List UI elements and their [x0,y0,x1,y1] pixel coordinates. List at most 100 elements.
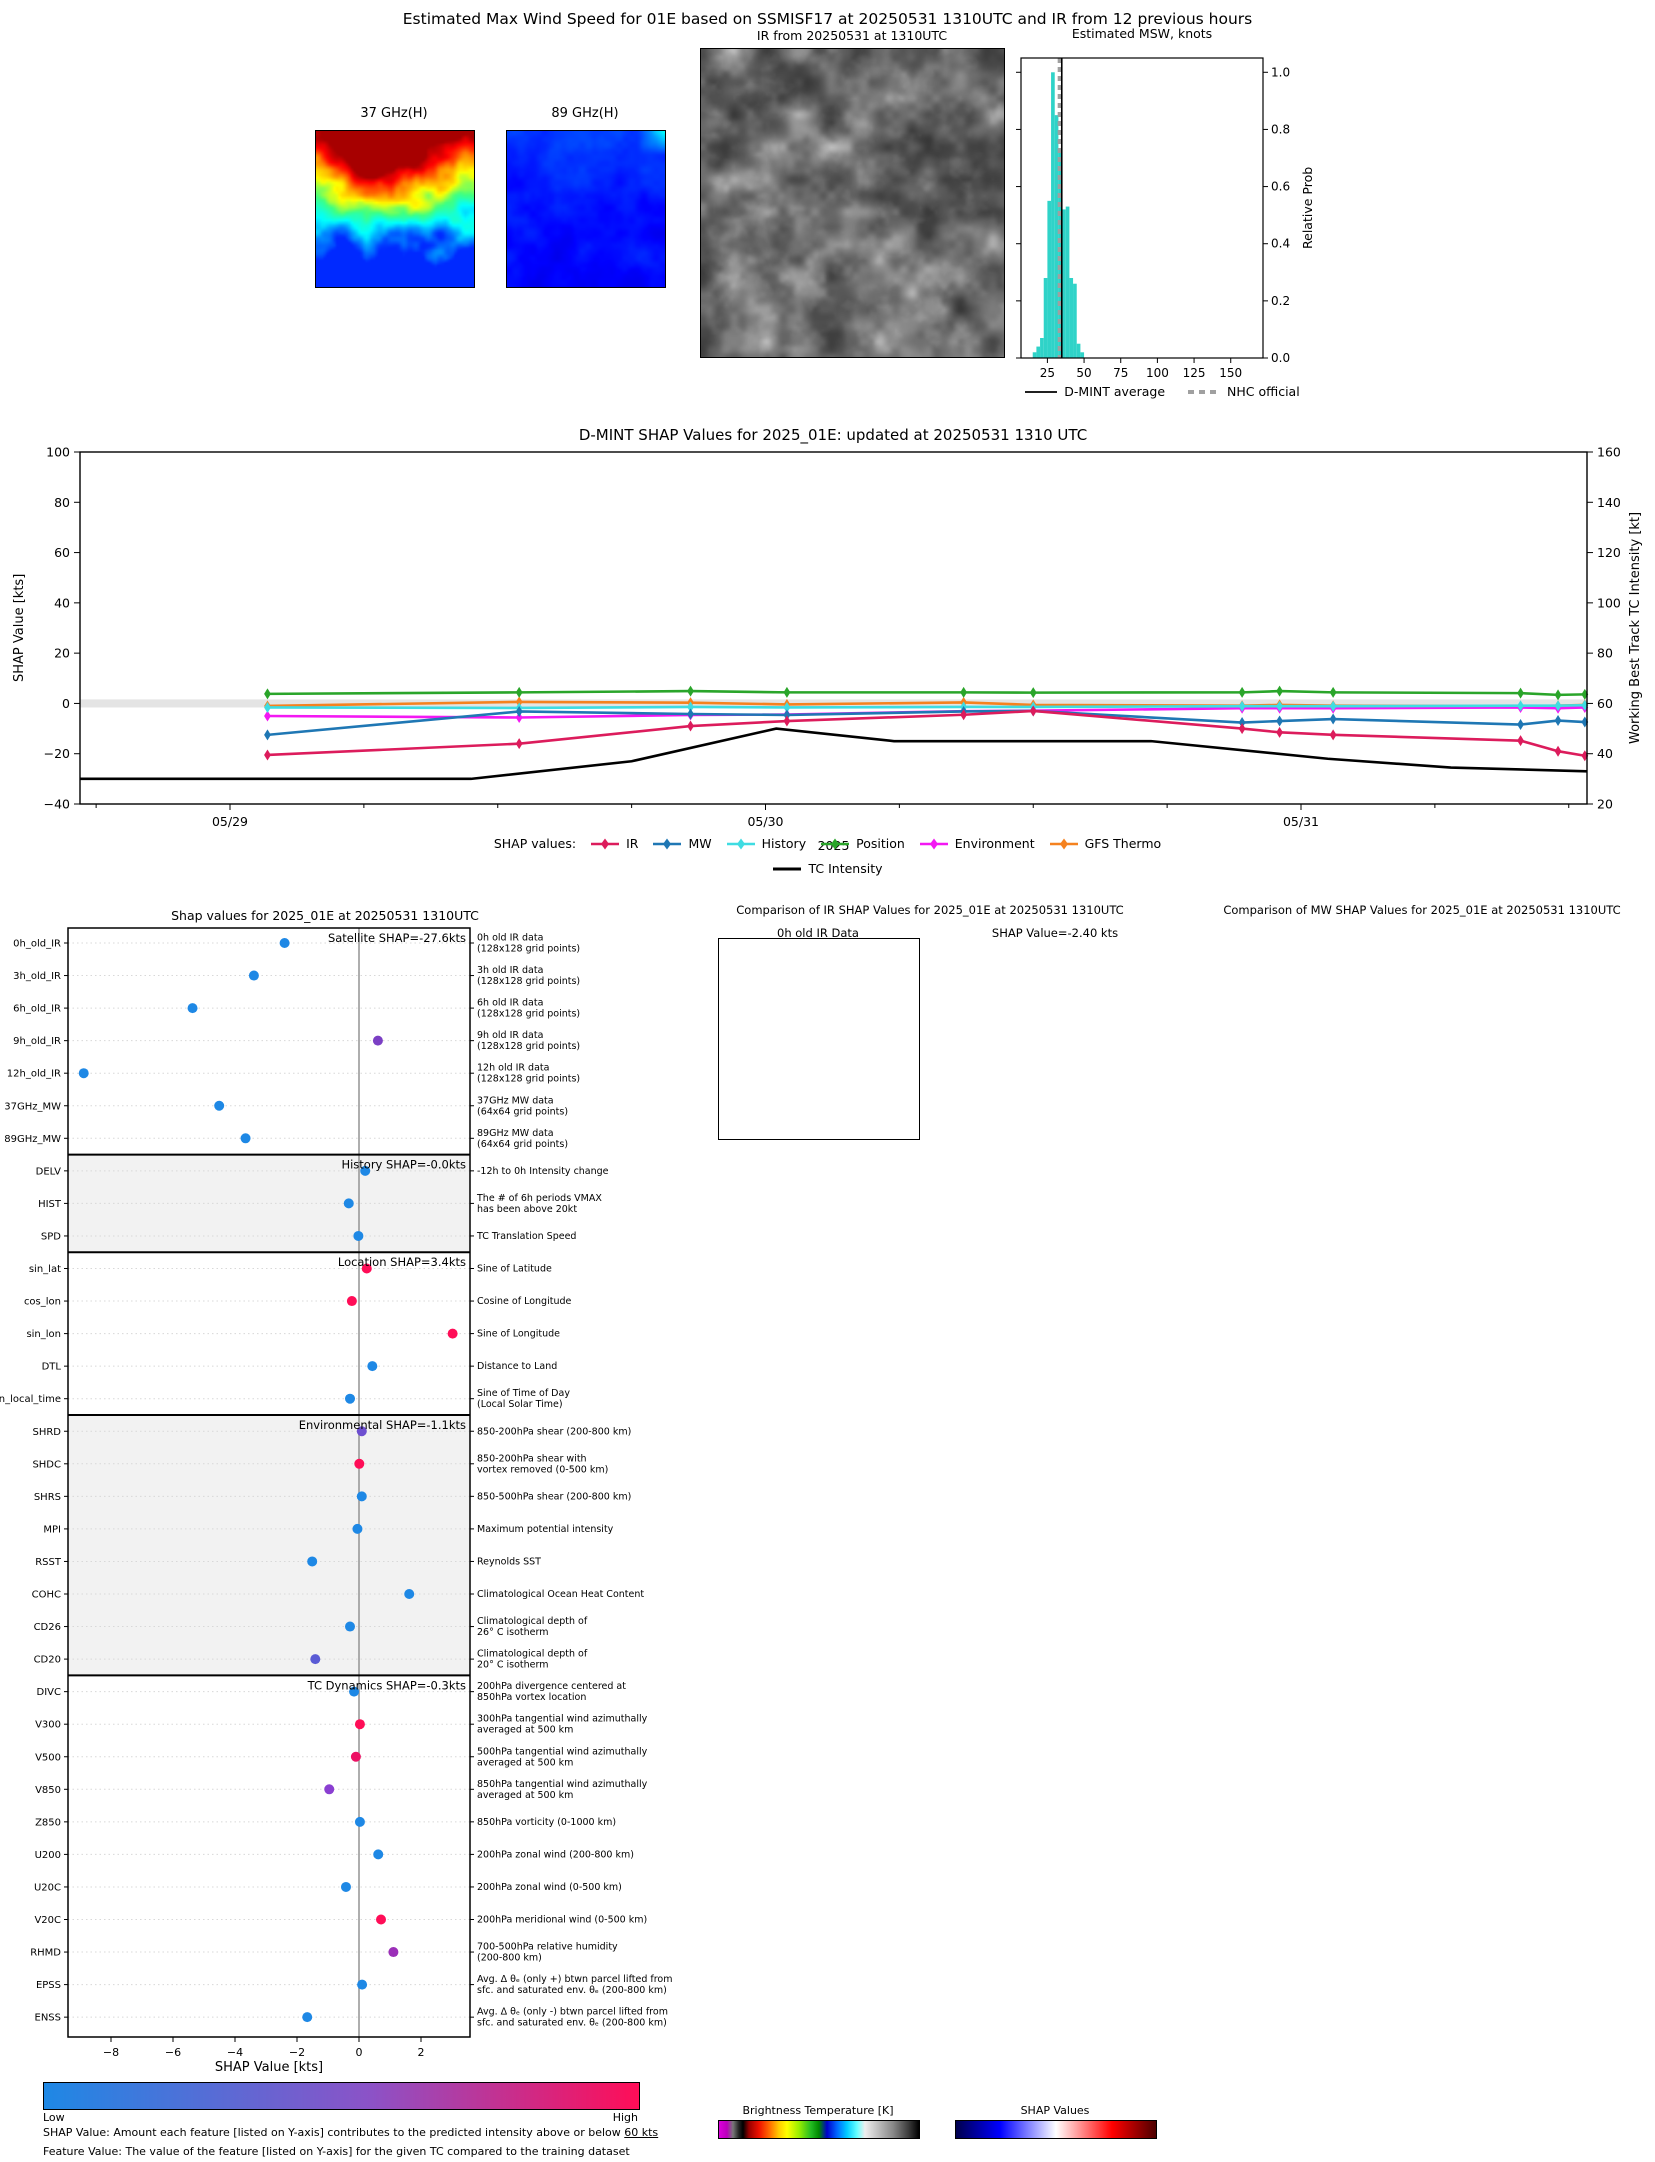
timeseries-legend-title: SHAP values: [493,836,577,851]
svg-text:Sine of Latitude: Sine of Latitude [477,1264,552,1275]
svg-text:Z850: Z850 [35,1817,61,1828]
svg-text:ENSS: ENSS [35,2013,62,2024]
svg-text:COHC: COHC [32,1590,61,1601]
svg-text:200hPa zonal wind (0-500 km): 200hPa zonal wind (0-500 km) [477,1882,622,1893]
svg-text:20: 20 [1597,797,1613,812]
main-title: Estimated Max Wind Speed for 01E based o… [402,10,1253,28]
svg-text:75: 75 [1113,366,1128,380]
svg-text:40: 40 [1597,746,1613,761]
svg-text:100: 100 [1146,366,1169,380]
svg-text:−4: −4 [227,2046,243,2059]
svg-text:SPD: SPD [41,1231,61,1242]
legend-mw: MW [652,836,712,851]
series-marker-icon [919,838,948,849]
svg-text:SHRD: SHRD [32,1427,61,1438]
legend-environment: Environment [919,836,1035,851]
beeswarm-title: Shap values for 2025_01E at 20250531 131… [171,908,479,923]
series-marker-icon [1049,838,1078,849]
svg-text:MPI: MPI [43,1524,61,1535]
svg-text:700-500hPa relative humidity(2: 700-500hPa relative humidity (200-800 km) [477,1942,618,1964]
svg-text:DIVC: DIVC [37,1687,61,1698]
timeseries-ylabel-right: Working Best Track TC Intensity [kt] [1628,511,1643,745]
svg-text:60: 60 [54,545,70,560]
solid-line-icon [1025,390,1058,393]
svg-text:89GHz MW data(64x64 grid point: 89GHz MW data (64x64 grid points) [477,1128,568,1150]
svg-text:0h_old_IR: 0h_old_IR [13,939,61,950]
shap-beeswarm-chart: 0h_old_IR 0h old IR data (128x128 grid poi… [0,927,672,2059]
svg-text:37GHz_MW: 37GHz_MW [4,1101,61,1112]
svg-text:CD26: CD26 [34,1622,61,1633]
series-marker-icon [821,838,850,849]
svg-text:−2: −2 [289,2046,305,2059]
timeseries-title: D-MINT SHAP Values for 2025_01E: updated… [578,426,1088,444]
svg-text:cos_lon: cos_lon [24,1297,61,1308]
svg-text:V500: V500 [35,1752,61,1763]
svg-text:V20C: V20C [34,1915,61,1926]
svg-text:500hPa tangential wind azimuth: 500hPa tangential wind azimuthally averag… [477,1746,648,1768]
svg-text:80: 80 [54,495,70,510]
svg-text:−40: −40 [44,797,70,812]
svg-text:CD20: CD20 [34,1655,61,1666]
svg-text:0: 0 [62,696,70,711]
svg-text:12h_old_IR: 12h_old_IR [7,1069,61,1080]
svg-text:Environmental SHAP=-1.1kts: Environmental SHAP=-1.1kts [299,1418,466,1432]
legend-nhc-official: NHC official [1187,384,1300,399]
legend-ir: IR [590,836,638,851]
svg-text:Maximum potential intensity: Maximum potential intensity [477,1524,614,1535]
ir-row-0-data-title: 0h old IR Data [777,926,859,940]
svg-text:0.8: 0.8 [1271,122,1290,136]
ir-bt-colorbar-label: Brightness Temperature [K] [742,2104,894,2117]
mw37-image-label: 37 GHz(H) [360,106,428,121]
colorbar-low-label: Low [43,2111,65,2124]
black-line-icon [773,867,802,870]
footnote-feature-value: Feature Value: The value of the feature … [43,2145,630,2158]
svg-text:100: 100 [1597,595,1621,610]
svg-text:160: 160 [1597,445,1621,460]
svg-text:0.0: 0.0 [1271,351,1290,365]
ir-image-title: IR from 20250531 at 1310UTC [756,28,948,43]
svg-text:0: 0 [356,2046,363,2059]
svg-text:1.0: 1.0 [1271,65,1290,79]
svg-text:SHRS: SHRS [34,1492,61,1503]
svg-text:0.6: 0.6 [1271,180,1290,194]
colorbar-high-label: High [612,2111,638,2124]
svg-text:−6: −6 [165,2046,181,2059]
svg-text:20: 20 [54,646,70,661]
svg-text:RSST: RSST [35,1557,62,1568]
msw-histogram-chart: 25 50 75 100 125 150 0.0 0.2 0.4 0.6 0.8 1.0 [1016,57,1290,380]
svg-text:100: 100 [46,445,70,460]
ir-shap-colorbar [955,2120,1157,2139]
svg-text:sin_local_time: sin_local_time [0,1394,61,1405]
svg-text:40: 40 [54,595,70,610]
svg-text:6h_old_IR: 6h_old_IR [13,1004,61,1015]
svg-text:0h old IR data(128x128 grid po: 0h old IR data (128x128 grid points) [477,933,580,955]
svg-text:Sine of Time of Day(Local Sola: Sine of Time of Day (Local Solar Time) [477,1388,570,1410]
svg-text:RHMD: RHMD [30,1948,61,1959]
svg-text:80: 80 [1597,646,1613,661]
svg-text:Distance to Land: Distance to Land [477,1361,557,1372]
timeseries-legend-row2: TC Intensity [0,861,1655,876]
svg-text:0.2: 0.2 [1271,294,1290,308]
svg-text:−8: −8 [103,2046,119,2059]
svg-text:TC Dynamics SHAP=-0.3kts: TC Dynamics SHAP=-0.3kts [307,1678,466,1692]
svg-text:200hPa zonal wind (200-800 km): 200hPa zonal wind (200-800 km) [477,1849,634,1860]
legend-gfs-thermo: GFS Thermo [1049,836,1161,851]
svg-text:V850: V850 [35,1785,61,1796]
svg-text:850hPa vorticity (0-1000 km): 850hPa vorticity (0-1000 km) [477,1817,616,1828]
svg-text:Avg. Δ θₑ (only +) btwn parcel: Avg. Δ θₑ (only +) btwn parcel lifted fr… [477,1974,672,1996]
svg-text:2: 2 [418,2046,425,2059]
svg-text:SHDC: SHDC [32,1459,61,1470]
svg-text:120: 120 [1597,545,1621,560]
svg-text:Sine of Longitude: Sine of Longitude [477,1329,560,1340]
svg-text:0.4: 0.4 [1271,237,1290,251]
ir-row-0-shap-title: SHAP Value=-2.40 kts [991,926,1119,940]
svg-text:12h old IR data(128x128 grid p: 12h old IR data (128x128 grid points) [477,1063,580,1085]
svg-text:−20: −20 [44,746,70,761]
timeseries-ylabel-left: SHAP Value [kts] [12,573,27,683]
svg-text:50: 50 [1076,366,1091,380]
svg-text:140: 140 [1597,495,1621,510]
svg-text:sin_lat: sin_lat [29,1264,61,1275]
